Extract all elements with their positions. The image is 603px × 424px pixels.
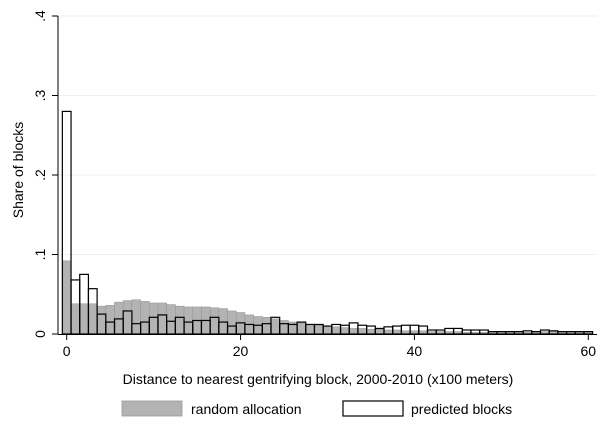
bar [227,310,237,335]
bar [340,327,350,335]
bar [88,303,98,335]
y-tick-label: .3 [32,89,48,101]
x-tick-label: 40 [407,343,423,359]
bar [314,324,324,335]
y-axis-label: Share of blocks [10,122,26,219]
bar [209,307,220,335]
y-tick-label: .2 [32,169,48,181]
bar [279,320,289,335]
bar [166,304,176,335]
bar [62,260,72,335]
legend-box [113,393,541,424]
bar [105,305,115,335]
bar [70,303,81,335]
bar [270,318,280,335]
x-axis-ticks: 0 20 40 60 [63,334,597,359]
bar [114,301,124,335]
legend-label-random-allocation: random allocation [191,401,302,417]
bar [296,322,307,335]
bar [261,317,272,335]
legend: random allocation predicted blocks [113,393,541,424]
legend-swatch-predicted-blocks [342,400,404,417]
y-tick-label: .1 [32,248,48,260]
legend-label-predicted-blocks: predicted blocks [411,401,512,417]
legend-swatch-random-allocation [121,400,183,417]
bar [131,299,141,335]
bar [218,308,228,335]
x-tick-label: 0 [63,343,71,359]
y-tick-label: 0 [32,330,48,338]
bar [175,305,185,335]
bar [305,324,315,335]
y-tick-label: .4 [32,10,48,22]
bar [322,325,333,335]
bar [366,328,376,335]
predicted-blocks-bars [61,110,594,335]
x-tick-label: 20 [233,343,249,359]
bar [96,305,107,335]
y-axis-ticks: 0 .1 .2 .3 .4 [32,10,58,338]
grid-lines [58,15,597,255]
bar [157,302,167,335]
bar [140,301,150,335]
bar [122,300,133,335]
x-tick-label: 60 [581,343,597,359]
bar [375,328,385,335]
x-axis-label: Distance to nearest gentrifying block, 2… [123,371,514,387]
bar [331,326,341,335]
bar [79,303,89,335]
bar [357,328,367,335]
bar [148,302,159,335]
bar [348,328,359,335]
bar [183,306,194,335]
